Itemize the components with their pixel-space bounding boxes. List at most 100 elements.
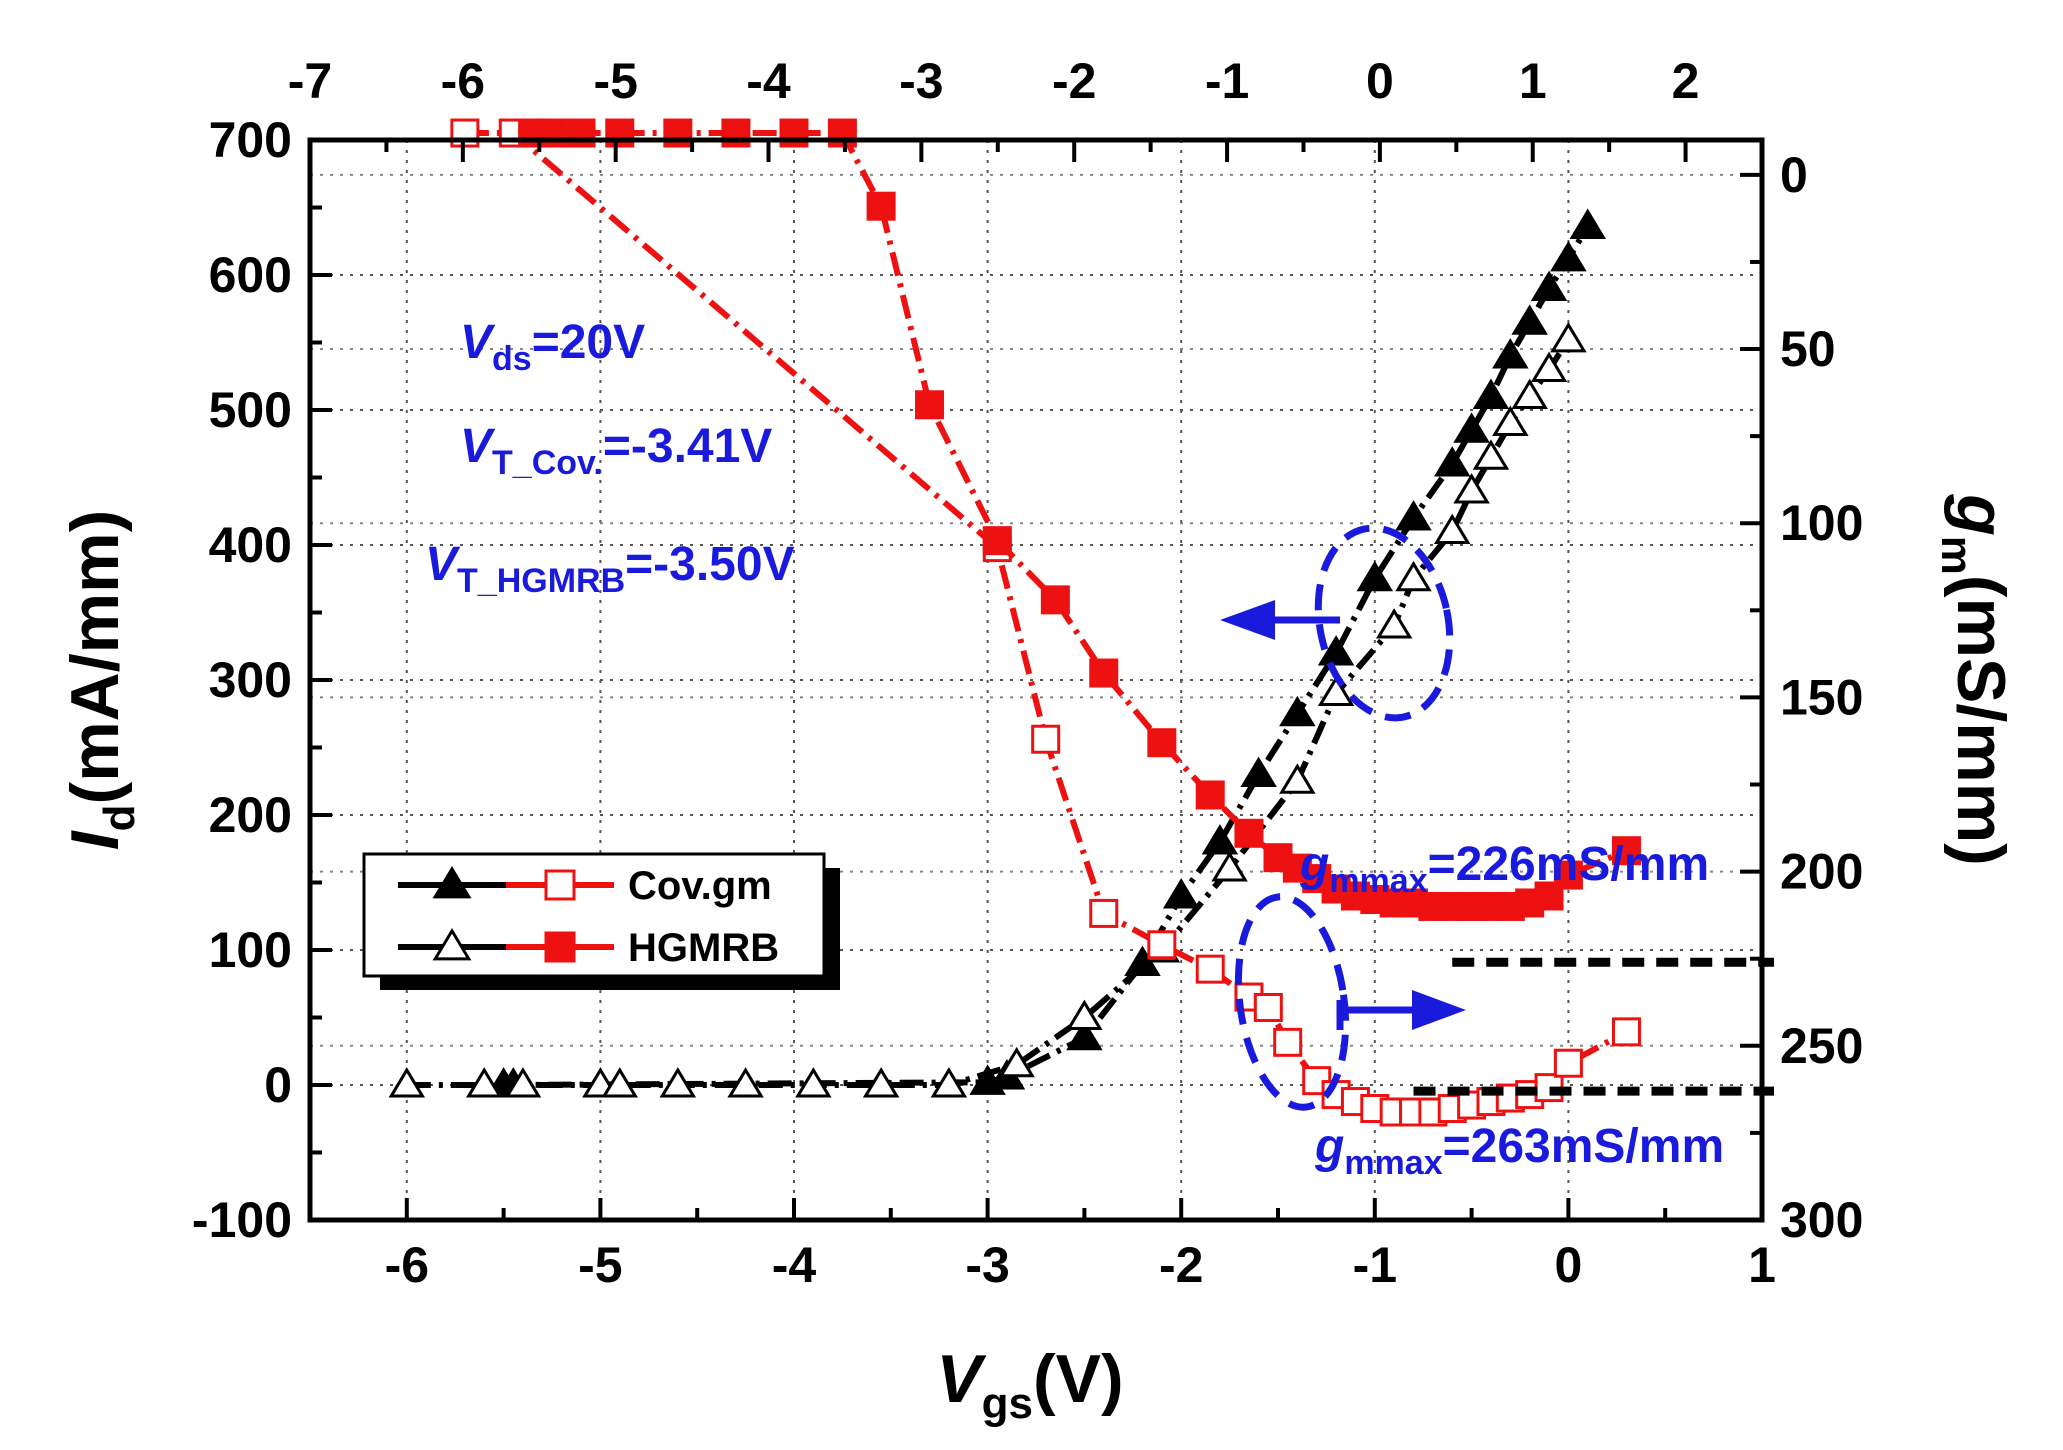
square-filled-marker <box>1611 836 1641 866</box>
annotation-gmmax-263: gmmax=263mS/mm <box>1314 1120 1724 1182</box>
legend-label: Cov.gm <box>628 864 772 908</box>
square-open-marker <box>1273 1027 1303 1057</box>
square-filled-marker <box>866 191 896 221</box>
left-arrow-head <box>1220 600 1275 640</box>
triangle-open-marker <box>1066 999 1103 1031</box>
legend-entry: HGMRB <box>398 926 779 970</box>
y-tick-label: 700 <box>209 112 292 168</box>
x-tick-label: 1 <box>1748 1237 1776 1293</box>
triangle-open-marker <box>1511 378 1548 410</box>
annotation-vt-cov: VT_Cov.=-3.41V <box>460 420 772 482</box>
square-open-marker <box>1253 992 1283 1022</box>
triangle-filled-marker <box>1201 824 1239 855</box>
y2-tick-label: 200 <box>1780 844 1863 900</box>
triangle-open-marker <box>862 1067 900 1098</box>
legend-label: HGMRB <box>628 926 779 970</box>
annotation-vt-cov-main: V <box>460 420 496 473</box>
triangle-open-marker <box>727 1067 764 1098</box>
annotation-gm1-rest: =226mS/mm <box>1428 838 1710 891</box>
annotation-vds-main: V <box>460 316 496 369</box>
y-tick-label: 600 <box>209 247 292 303</box>
x2-tick-label: -6 <box>441 53 485 109</box>
x-tick-label: 0 <box>1554 1237 1582 1293</box>
dashed-ellipse-gm <box>1234 893 1350 1111</box>
x-tick-label: -1 <box>1353 1237 1397 1293</box>
triangle-open-marker <box>998 1046 1035 1078</box>
triangle-open-marker <box>1279 763 1316 794</box>
square-filled-marker <box>1147 728 1177 758</box>
triangle-filled-marker <box>1530 270 1568 302</box>
y2-axis-title-unit: (mS/mm) <box>1943 575 2019 866</box>
legend-entry: Cov.gm <box>398 864 772 908</box>
square-filled-marker <box>1553 860 1583 890</box>
y2-axis-title: gm(mS/mm) <box>1932 493 2019 866</box>
annotation-vt-cov-sub: T_Cov. <box>492 444 603 482</box>
triangle-open-marker <box>601 1067 639 1098</box>
triangle-open-marker <box>1492 405 1529 437</box>
square-filled-marker <box>982 526 1012 556</box>
triangle-open-marker <box>388 1067 426 1098</box>
x-tick-label: -2 <box>1159 1237 1203 1293</box>
tick-labels: -6 -5 -4 -3 -2 -1 0 1 -7 -6 -5 -4 -3 -2 -1 0 1 2 -100 0 100 2… <box>192 53 1864 1293</box>
annotation-gm2-rest: =263mS/mm <box>1443 1120 1725 1173</box>
triangle-open-marker <box>659 1067 697 1098</box>
grid <box>310 140 1762 1220</box>
x2-tick-label: -5 <box>593 53 637 109</box>
y-tick-label: 400 <box>209 517 292 573</box>
x2-tick-label: -7 <box>288 53 332 109</box>
y-tick-label: -100 <box>192 1192 292 1248</box>
y-tick-label: 500 <box>209 382 292 438</box>
x-tick-label: -5 <box>578 1237 622 1293</box>
annotation-vt-hgmrb: VT_HGMRB=-3.50V <box>425 538 795 600</box>
triangle-open-marker <box>1375 608 1413 639</box>
x-axis-title-unit: (V) <box>1033 1341 1124 1417</box>
dashed-ellipse-id <box>1314 524 1454 722</box>
tick-marks <box>308 138 1764 1222</box>
annotation-vt-hgmrb-sub: T_HGMRB <box>457 562 625 600</box>
x2-tick-label: 2 <box>1672 53 1700 109</box>
annotation-gmmax-226: gmmax=226mS/mm <box>1299 838 1709 900</box>
right-arrow-head <box>1412 990 1466 1030</box>
square-filled-marker <box>915 390 945 420</box>
triangle-filled-marker <box>1317 635 1355 666</box>
x2-tick-label: 0 <box>1366 53 1394 109</box>
series-line <box>532 130 1628 910</box>
triangle-filled-marker <box>1511 304 1548 335</box>
annotation-vt-hgmrb-rest: =-3.50V <box>625 538 794 591</box>
triangle-filled-marker <box>1472 378 1510 410</box>
triangle-open-marker <box>1472 439 1510 470</box>
square-filled-marker <box>1282 853 1312 883</box>
triangle-filled-marker <box>1550 240 1587 272</box>
x-axis-title-main: V <box>936 1341 987 1417</box>
y-axis-title: Id(mA/mm) <box>57 510 144 850</box>
square-open-marker <box>1611 1017 1641 1047</box>
triangle-open-marker <box>1550 321 1587 353</box>
square-filled-marker <box>1195 780 1225 810</box>
triangle-open-marker <box>432 927 472 961</box>
annotation-gm1-main: g <box>1299 838 1329 891</box>
triangle-open-marker <box>1211 851 1248 882</box>
triangle-open-marker <box>1530 351 1568 383</box>
y2-tick-label: 300 <box>1780 1192 1863 1248</box>
triangle-filled-marker <box>1162 878 1200 909</box>
y-axis-title-unit: (mA/mm) <box>57 510 133 805</box>
x-tick-label: -3 <box>965 1237 1009 1293</box>
x2-tick-label: -4 <box>746 53 791 109</box>
x2-tick-label: 1 <box>1519 53 1547 109</box>
legend: Cov.gm HGMRB <box>362 852 840 990</box>
triangle-open-marker <box>1433 513 1471 545</box>
y2-tick-label: 50 <box>1780 321 1836 377</box>
series-square-filled <box>518 118 1641 921</box>
triangle-open-marker <box>465 1067 503 1098</box>
x-axis-title: Vgs(V) <box>936 1341 1123 1428</box>
triangle-filled-marker <box>1453 412 1490 443</box>
triangle-filled-marker <box>1569 208 1607 239</box>
y2-tick-label: 0 <box>1780 147 1808 203</box>
y2-tick-label: 150 <box>1780 669 1863 725</box>
triangle-filled-marker <box>1433 446 1471 477</box>
y-axis-title-main: I <box>57 829 133 850</box>
annotation-shapes <box>1220 524 1774 1111</box>
square-open-marker <box>1553 1048 1583 1078</box>
triangle-open-marker <box>930 1067 968 1098</box>
